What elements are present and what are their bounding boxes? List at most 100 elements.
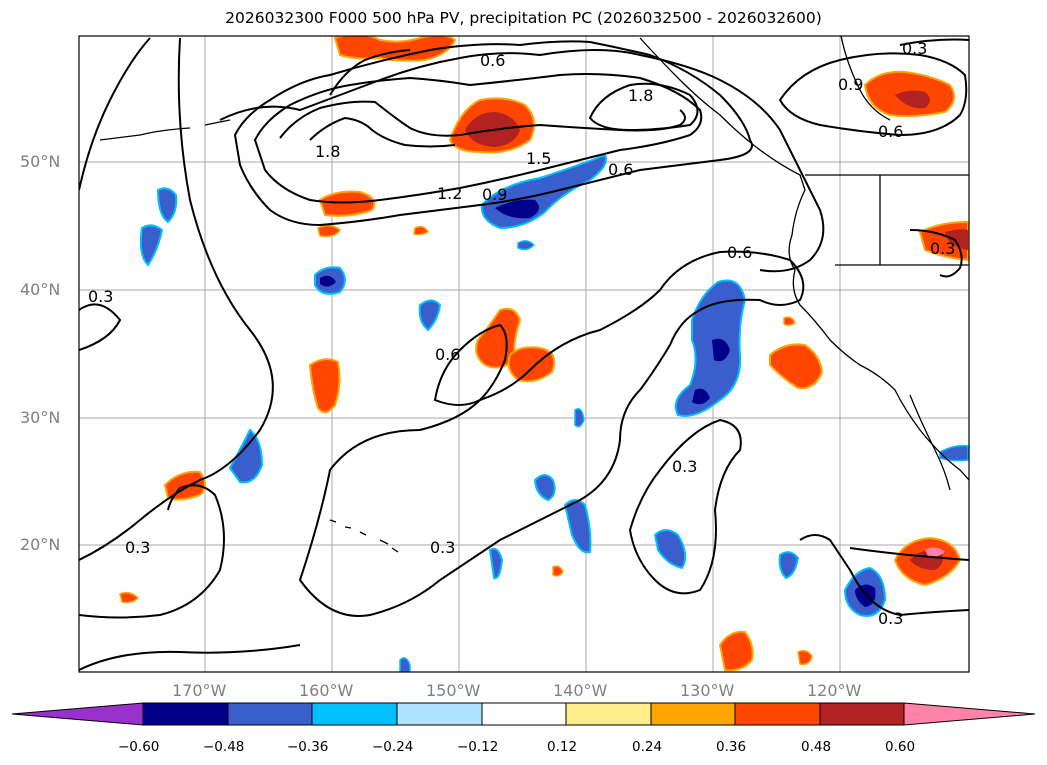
precip-blob <box>692 388 710 405</box>
chart-title: 2026032300 F000 500 hPa PV, precipitatio… <box>225 9 822 27</box>
colorbar-segment <box>142 702 229 726</box>
lat-label: 30°N <box>20 408 61 427</box>
colorbar-tick: −0.60 <box>118 739 160 755</box>
precip-blob <box>712 338 730 362</box>
precip-blob <box>228 428 264 484</box>
colorbar-segment <box>311 702 398 726</box>
pv-contour <box>79 484 225 619</box>
precip-blob <box>318 190 376 217</box>
precip-blob <box>895 90 930 109</box>
pv-contour <box>309 116 456 148</box>
colorbar-tick: 0.24 <box>632 739 663 755</box>
colorbar-tick: 0.12 <box>547 739 578 755</box>
colorbar-tick: −0.48 <box>203 739 245 755</box>
contour-label: 0.3 <box>88 287 113 306</box>
contour-label: 0.9 <box>482 185 507 204</box>
precip-blob <box>495 199 539 219</box>
contour-label: 0.6 <box>727 243 752 262</box>
precip-blob <box>413 225 430 236</box>
precip-blob <box>718 630 754 672</box>
precip-blob <box>653 529 687 570</box>
pv-contour <box>799 534 969 617</box>
contour-label: 0.6 <box>435 345 460 364</box>
contour-labels: 0.3 0.3 0.3 0.3 0.3 0.3 0.3 0.6 0.6 0.6 … <box>88 39 955 628</box>
pv-contour <box>329 49 411 96</box>
precip-blob <box>674 279 747 417</box>
coastlines <box>99 36 969 553</box>
contour-label: 0.3 <box>930 239 955 258</box>
colorbar-extend-high <box>903 702 1036 726</box>
precip-blob <box>533 474 556 502</box>
precip-positive-anomalies <box>119 36 969 672</box>
pv-contour <box>588 82 699 132</box>
precip-blob <box>488 547 504 580</box>
contour-label: 0.6 <box>878 122 903 141</box>
colorbar-segment <box>481 702 567 726</box>
precip-blob <box>317 224 341 238</box>
contour-label: 0.6 <box>608 160 633 179</box>
colorbar-tick: −0.36 <box>287 739 329 755</box>
precip-blob <box>778 551 800 580</box>
contour-label: 0.3 <box>672 457 697 476</box>
precip-blob <box>797 649 813 666</box>
lat-label: 20°N <box>20 535 61 554</box>
pv-contour <box>628 418 742 595</box>
lon-label: 130°W <box>680 681 735 700</box>
pv-contour <box>899 38 969 46</box>
contour-label: 0.9 <box>838 75 863 94</box>
contour-label: 1.8 <box>628 86 653 105</box>
lon-label: 120°W <box>807 681 862 700</box>
pv-contour <box>233 40 753 227</box>
lon-label: 160°W <box>299 681 354 700</box>
colorbar-segment <box>650 702 736 726</box>
colorbar-segment <box>227 702 313 726</box>
lon-label: 140°W <box>553 681 608 700</box>
colorbar-tick: −0.12 <box>457 739 499 755</box>
colorbar-segment <box>819 702 905 726</box>
contour-label: 0.6 <box>480 51 505 70</box>
precip-blob <box>574 408 585 428</box>
pv-contour <box>79 644 301 671</box>
pv-contours <box>79 37 969 671</box>
precip-blob <box>855 584 876 607</box>
precip-blob <box>783 316 796 327</box>
precip-blob <box>552 565 564 577</box>
colorbar <box>11 702 1036 726</box>
precip-blob <box>308 358 341 414</box>
lon-label: 170°W <box>172 681 227 700</box>
precip-blob <box>925 547 945 557</box>
colorbar-segment <box>396 702 483 726</box>
pv-contour <box>433 323 508 406</box>
contour-label: 1.8 <box>315 142 340 161</box>
colorbar-tick: −0.24 <box>372 739 414 755</box>
contour-label: 0.3 <box>430 538 455 557</box>
colorbar-segment <box>565 702 652 726</box>
lat-label: 40°N <box>20 280 61 299</box>
pv-contour <box>253 73 703 204</box>
precip-negative-anomalies <box>139 153 969 672</box>
precip-blob <box>769 343 824 390</box>
precip-blob <box>320 275 336 287</box>
precip-blob <box>156 187 178 224</box>
pv-contour <box>79 37 274 561</box>
contour-label: 1.2 <box>437 184 462 203</box>
pv-contour <box>79 37 151 191</box>
contour-label: 0.3 <box>125 538 150 557</box>
colorbar-segment <box>734 702 821 726</box>
pv-contour <box>909 229 963 278</box>
contour-label: 0.3 <box>902 39 927 58</box>
pv-contour <box>219 49 825 273</box>
colorbar-extend-low <box>11 702 144 726</box>
precip-blob <box>563 499 592 554</box>
pv-contour <box>849 547 969 561</box>
colorbar-tick: 0.48 <box>801 739 832 755</box>
precip-blob <box>507 346 556 383</box>
precip-blob <box>119 591 140 604</box>
precip-blob <box>399 657 411 672</box>
contour-label: 0.3 <box>878 609 903 628</box>
pv-contour <box>298 250 805 617</box>
map-frame <box>78 35 970 673</box>
lat-label: 50°N <box>20 152 61 171</box>
precip-blob <box>945 229 968 250</box>
